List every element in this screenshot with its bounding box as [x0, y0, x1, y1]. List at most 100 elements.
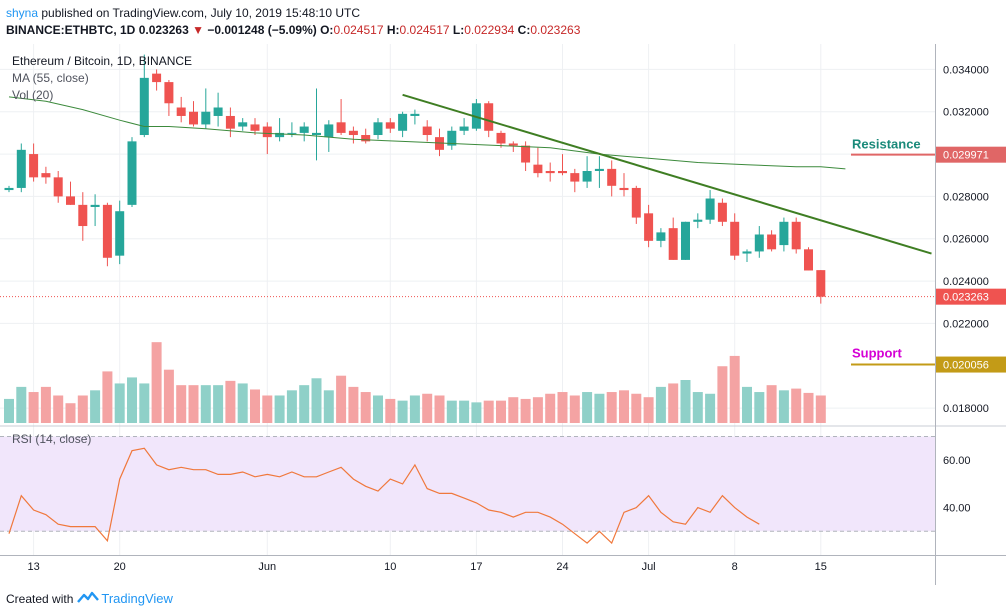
date-tick-label: Jul [642, 561, 656, 573]
candle [681, 221, 690, 260]
volume-bar [778, 390, 789, 423]
volume-bar [4, 398, 14, 423]
close-value: 0.023263 [530, 23, 581, 37]
volume-bar [237, 383, 248, 423]
candle [644, 204, 654, 248]
volume-bar [225, 380, 236, 423]
volume-bar [680, 380, 691, 423]
candle-body [275, 132, 285, 138]
volume-bar [90, 390, 101, 423]
candle [139, 54, 149, 138]
candle [594, 156, 604, 188]
candle-body [730, 221, 740, 256]
symbol-label: BINANCE:ETHBTC, 1D [6, 23, 136, 37]
candle [656, 228, 666, 248]
low-value: 0.022934 [464, 23, 515, 37]
candle-body [201, 111, 211, 125]
volume-bar [397, 400, 408, 423]
price-tick-label: 0.026000 [943, 234, 989, 246]
candle-body [127, 141, 137, 205]
candle-body [791, 221, 801, 250]
volume-bars [4, 342, 826, 423]
candle-body [176, 107, 186, 116]
candle-body [16, 149, 26, 188]
candle [16, 143, 26, 193]
candle [4, 185, 14, 193]
candle-body [410, 113, 420, 116]
tradingview-brand[interactable]: TradingView [101, 591, 173, 606]
candle-body [533, 164, 543, 174]
candle-body [754, 234, 764, 252]
candle [66, 181, 75, 205]
author-name[interactable]: shyna [6, 6, 39, 20]
candle [779, 217, 789, 252]
candle-body [66, 196, 75, 205]
volume-bar [434, 395, 445, 423]
candle [348, 126, 358, 144]
candle [373, 118, 383, 140]
candle [435, 128, 444, 157]
candle [189, 101, 198, 127]
candle-body [767, 234, 777, 250]
volume-bar [286, 390, 297, 423]
candle [176, 96, 186, 123]
volume-bar [213, 385, 224, 423]
candle-body [312, 132, 321, 136]
candle [668, 217, 678, 260]
volume-bar [557, 392, 568, 423]
volume-bar [459, 400, 470, 423]
volume-bar [754, 392, 765, 423]
volume-bar [729, 355, 740, 423]
volume-bar [274, 395, 285, 423]
candle-body [90, 204, 100, 207]
price-chart[interactable]: Resistance Support 0.0340000.0320000.0300… [0, 44, 1006, 585]
resistance-label: Resistance [852, 137, 921, 152]
rsi-pane [0, 425, 1006, 545]
candle-body [189, 111, 198, 125]
candle-body [582, 171, 592, 182]
candle [225, 107, 235, 138]
date-tick-label: 20 [114, 561, 126, 573]
date-tick-label: 10 [384, 561, 396, 573]
candle-body [164, 82, 174, 104]
volume-bar [65, 403, 76, 423]
price-tick-label: 0.018000 [943, 403, 989, 415]
price-tick-label: 0.032000 [943, 107, 989, 119]
volume-bar [323, 390, 334, 423]
volume-bar [409, 395, 420, 423]
candle [250, 118, 260, 136]
candle [361, 128, 371, 144]
candle [90, 194, 100, 227]
legend-title: Ethereum / Bitcoin, 1D, BINANCE [12, 54, 192, 68]
candle-body [693, 219, 703, 222]
candle [127, 137, 137, 207]
price-tick-label: 0.028000 [943, 191, 989, 203]
candle-body [779, 221, 789, 246]
candle-body [496, 132, 506, 144]
candle [29, 143, 39, 182]
change-label: −0.001248 (−5.09%) [207, 23, 317, 37]
last-price-label: 0.023263 [138, 23, 189, 37]
candle-body [484, 103, 494, 131]
candle [53, 171, 63, 203]
volume-bar [28, 392, 39, 423]
open-label: O: [320, 23, 334, 37]
candle-body [225, 115, 235, 129]
candle [496, 130, 506, 148]
date-tick-label: 15 [815, 561, 827, 573]
candle [78, 192, 88, 241]
date-tick-label: 24 [556, 561, 568, 573]
candle [447, 126, 457, 150]
candle [41, 166, 51, 184]
publish-line: shyna published on TradingView.com, July… [6, 6, 360, 20]
volume-bar [40, 386, 51, 423]
candle-body [4, 187, 14, 191]
candlesticks [4, 54, 826, 304]
volume-bar [631, 393, 642, 423]
high-label: H: [386, 23, 400, 37]
candle-body [435, 137, 444, 150]
resistance-tag [936, 146, 1006, 163]
candle [152, 69, 162, 91]
volume-bar [348, 386, 359, 423]
candle [582, 156, 592, 188]
